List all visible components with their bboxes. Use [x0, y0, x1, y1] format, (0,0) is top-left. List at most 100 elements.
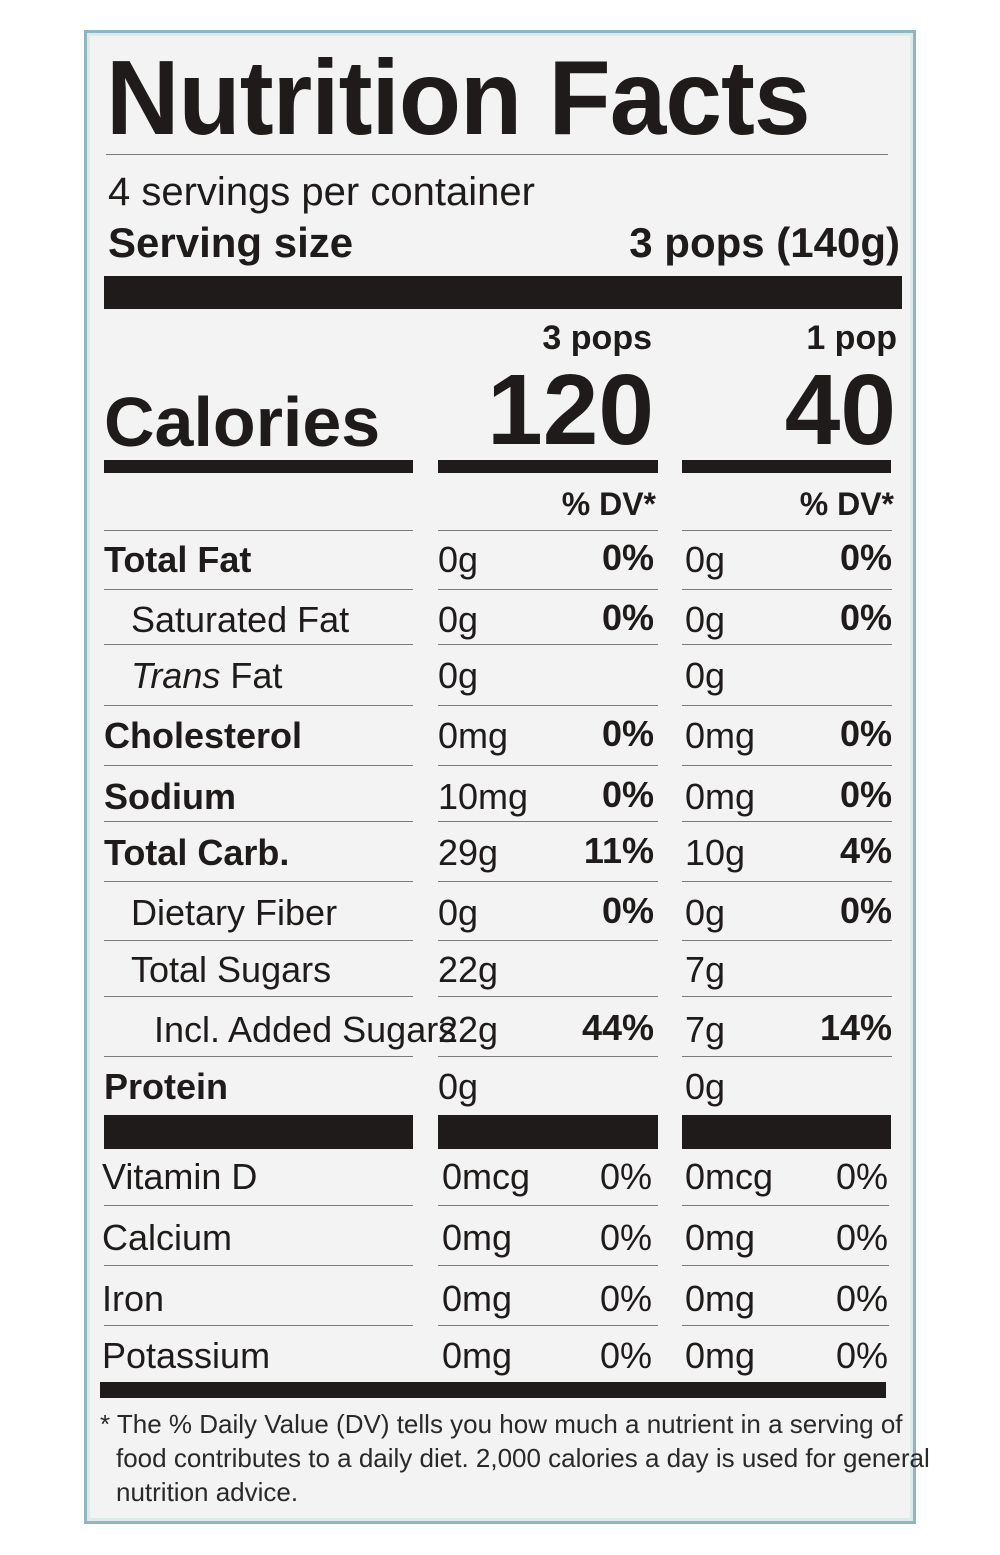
vitamin-dv-col2: 0%	[835, 1156, 888, 1197]
amount-col1: 29g	[438, 832, 499, 873]
nutrient-label-text: Fat	[220, 655, 283, 696]
amount-col1: 0mg	[438, 715, 509, 756]
amount-col1: 0g	[438, 539, 479, 580]
dv-col2: 0%	[839, 713, 892, 754]
vitamin-dv-col1: 0%	[599, 1278, 652, 1319]
serving-thick-bar	[104, 276, 902, 309]
row-divider	[438, 1265, 658, 1266]
vitamin-amount-col1: 0mg	[442, 1335, 513, 1376]
row-divider	[682, 881, 892, 882]
row-divider	[682, 996, 892, 997]
amount-col1: 22g	[438, 949, 499, 990]
dv-col2: 0%	[839, 774, 892, 815]
vitamin-dv-col2: 0%	[835, 1278, 888, 1319]
dv-header-col1: % DV*	[561, 486, 656, 522]
dv-col1: 44%	[581, 1007, 654, 1048]
vitamin-amount-col1: 0mcg	[442, 1156, 531, 1197]
vitamin-dv-col2: 0%	[835, 1217, 888, 1258]
nutrient-label-protein: Protein	[104, 1066, 229, 1107]
nutrient-label-total-fat: Total Fat	[104, 539, 252, 580]
amount-col1: 0g	[438, 1066, 479, 1107]
vitamin-amount-col2: 0mg	[685, 1278, 756, 1319]
dv-col1: 0%	[601, 774, 654, 815]
vitamins-bar-col2	[682, 1115, 891, 1149]
row-divider	[104, 589, 413, 590]
nutrient-label-trans-fat: Trans Fat	[131, 654, 282, 698]
vitamins-bar-col1	[438, 1115, 658, 1149]
title-divider	[106, 154, 888, 155]
amount-col1: 10mg	[438, 776, 529, 817]
nutrient-label-cholesterol: Cholesterol	[104, 715, 303, 756]
row-divider	[438, 940, 658, 941]
amount-col2: 0g	[685, 655, 726, 696]
nutrient-label-total-carb: Total Carb.	[104, 832, 290, 873]
row-divider	[104, 1265, 413, 1266]
column-header-3-pops: 3 pops	[542, 319, 652, 357]
amount-col2: 0g	[685, 539, 726, 580]
vitamin-dv-col1: 0%	[599, 1217, 652, 1258]
dv-col1: 11%	[583, 830, 654, 871]
row-divider	[438, 530, 658, 531]
calories-value-1-pop: 40	[784, 354, 896, 466]
amount-col1: 0g	[438, 599, 479, 640]
amount-col2: 0mg	[685, 715, 756, 756]
row-divider	[682, 589, 892, 590]
nutrient-label-dietary-fiber: Dietary Fiber	[131, 892, 338, 933]
row-divider	[438, 705, 658, 706]
amount-col2: 0g	[685, 599, 726, 640]
footnote-line-1: * The % Daily Value (DV) tells you how m…	[100, 1409, 903, 1439]
vitamin-dv-col2: 0%	[835, 1335, 888, 1376]
row-divider	[682, 940, 892, 941]
row-divider	[104, 1205, 413, 1206]
row-divider	[682, 1056, 892, 1057]
row-divider	[438, 1205, 658, 1206]
dv-col1: 0%	[601, 597, 654, 638]
row-divider	[438, 765, 658, 766]
serving-size-value: 3 pops (140g)	[629, 219, 900, 266]
row-divider	[438, 589, 658, 590]
serving-size-label: Serving size	[108, 219, 354, 266]
calories-bar-col2	[682, 460, 891, 473]
vitamin-label-potassium: Potassium	[102, 1335, 271, 1376]
label-title: Nutrition Facts	[106, 39, 811, 157]
row-divider	[104, 1056, 413, 1057]
nutrient-label-sodium: Sodium	[104, 776, 236, 817]
row-divider	[438, 881, 658, 882]
calories-bar-label	[104, 460, 413, 473]
nutrient-label-incl-added-sugars: Incl. Added Sugars	[154, 1009, 457, 1050]
dv-col2: 4%	[839, 830, 892, 871]
calories-bar-col1	[438, 460, 658, 473]
amount-col1: 0g	[438, 892, 479, 933]
row-divider	[682, 705, 892, 706]
vitamin-amount-col2: 0mg	[685, 1217, 756, 1258]
dv-col2: 0%	[839, 597, 892, 638]
amount-col2: 7g	[685, 949, 726, 990]
vitamin-amount-col1: 0mg	[442, 1217, 513, 1258]
vitamin-label-iron: Iron	[102, 1278, 165, 1319]
row-divider	[104, 821, 413, 822]
amount-col1: 0g	[438, 655, 479, 696]
servings-per-container: 4 servings per container	[108, 170, 535, 214]
row-divider	[438, 1056, 658, 1057]
row-divider	[682, 1265, 889, 1266]
row-divider	[104, 644, 413, 645]
row-divider	[104, 940, 413, 941]
row-divider	[104, 996, 413, 997]
vitamin-amount-col1: 0mg	[442, 1278, 513, 1319]
vitamins-bar-label	[104, 1115, 413, 1149]
row-divider	[438, 996, 658, 997]
amount-col2: 0g	[685, 1066, 726, 1107]
row-divider	[104, 1325, 413, 1326]
vitamin-dv-col1: 0%	[599, 1335, 652, 1376]
amount-col2: 0mg	[685, 776, 756, 817]
dv-col2: 0%	[839, 890, 892, 931]
nutrient-label-saturated-fat: Saturated Fat	[131, 599, 350, 640]
row-divider	[682, 821, 892, 822]
footnote-line-3: nutrition advice.	[116, 1477, 299, 1507]
row-divider	[682, 765, 892, 766]
row-divider	[682, 530, 892, 531]
dv-col1: 0%	[601, 537, 654, 578]
amount-col1: 22g	[438, 1009, 499, 1050]
calories-value-3-pops: 120	[487, 354, 654, 466]
dv-col1: 0%	[601, 890, 654, 931]
